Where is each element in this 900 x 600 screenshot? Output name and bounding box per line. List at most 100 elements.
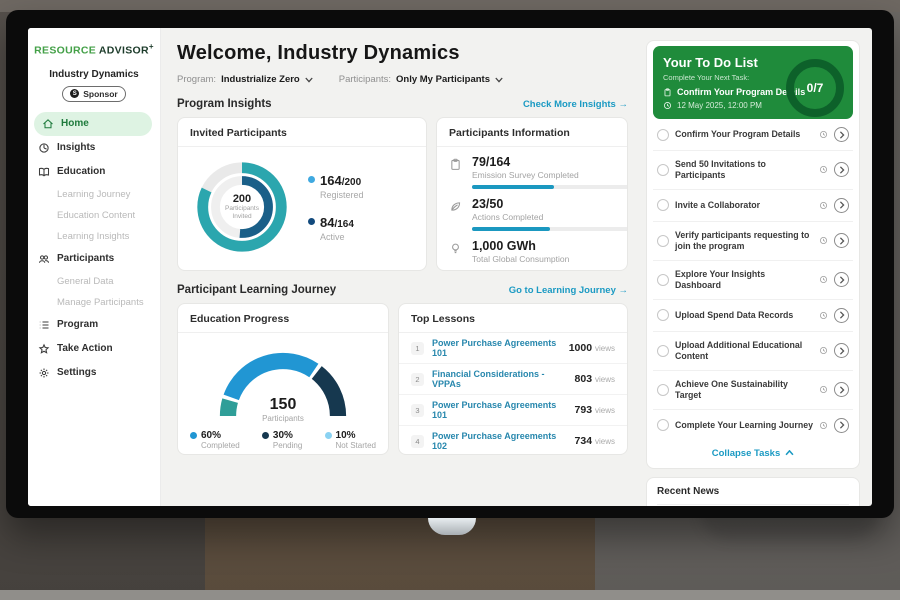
invited-participants-body: 200 Participants Invited 164/200 Registe… xyxy=(178,147,426,267)
task-checkbox[interactable] xyxy=(657,344,669,357)
task-checkbox[interactable] xyxy=(657,128,669,141)
task-row-2[interactable]: Send 50 Invitations to Participants xyxy=(653,151,853,190)
right-column: Your To Do List Complete Your Next Task:… xyxy=(640,28,872,506)
task-checkbox[interactable] xyxy=(657,419,669,432)
metric-value: 1,000 GWh xyxy=(472,239,536,253)
progress-fill xyxy=(472,185,554,189)
task-checkbox[interactable] xyxy=(657,234,669,247)
sidebar-item-education-content[interactable]: Education Content xyxy=(57,209,136,221)
lesson-views-count: 803 xyxy=(574,373,593,385)
lightbulb-icon xyxy=(452,243,459,254)
task-checkbox[interactable] xyxy=(657,163,669,176)
go-to-learning-journey-link[interactable]: Go to Learning Journey → xyxy=(509,285,628,296)
sidebar-item-education[interactable]: Education xyxy=(28,160,160,184)
task-row-8[interactable]: Achieve One Sustainability Target xyxy=(653,371,853,410)
legend-dot xyxy=(308,218,315,225)
program-filter-dropdown[interactable]: Program: Industrialize Zero xyxy=(177,74,313,85)
task-go-button[interactable] xyxy=(834,417,849,433)
task-checkbox[interactable] xyxy=(657,273,669,286)
sidebar-item-learning-insights[interactable]: Learning Insights xyxy=(57,230,130,242)
task-row-3[interactable]: Invite a Collaborator xyxy=(653,190,853,222)
legend-label: Pending xyxy=(272,441,303,450)
task-go-button[interactable] xyxy=(834,343,849,359)
task-checkbox[interactable] xyxy=(657,199,669,212)
link-label: Check More Insights xyxy=(522,98,616,110)
program-filter-value: Industrialize Zero xyxy=(221,74,300,85)
task-go-button[interactable] xyxy=(834,382,849,398)
monitor-stand xyxy=(428,518,476,535)
legend-dot xyxy=(324,432,332,439)
task-checkbox[interactable] xyxy=(657,383,669,396)
sidebar-item-label: Settings xyxy=(57,367,97,378)
task-go-button[interactable] xyxy=(834,127,849,142)
program-insights-header: Program Insights Check More Insights → xyxy=(177,98,628,110)
sidebar-item-general-data[interactable]: General Data xyxy=(57,275,114,287)
sidebar-nav: Home Insights Education Learning Journey… xyxy=(28,111,160,385)
sidebar-item-learning-journey[interactable]: Learning Journey xyxy=(57,188,131,200)
lesson-views-count: 1000 xyxy=(568,342,593,354)
participants-filter-dropdown[interactable]: Participants: Only My Participants xyxy=(339,74,503,85)
task-checkbox[interactable] xyxy=(657,309,669,322)
task-label: Upload Additional Educational Content xyxy=(675,339,803,361)
participants-information-card: Participants Information 79/164 Emission… xyxy=(436,117,628,271)
sidebar-item-manage-participants[interactable]: Manage Participants xyxy=(57,296,144,308)
lesson-views-count: 734 xyxy=(574,435,593,447)
legend-label: Active xyxy=(320,232,345,242)
task-row-9[interactable]: Complete Your Learning Journey xyxy=(653,410,853,441)
task-row-6[interactable]: Upload Spend Data Records xyxy=(653,300,853,332)
sidebar-item-program[interactable]: Program xyxy=(28,313,160,337)
progress-fill xyxy=(472,227,551,231)
chevron-right-icon xyxy=(839,201,845,210)
program-icon xyxy=(39,320,49,329)
sidebar-item-insights[interactable]: Insights xyxy=(28,136,160,160)
sidebar-item-take-action[interactable]: Take Action xyxy=(28,337,160,361)
legend-completed: 60% Completed xyxy=(190,430,240,450)
task-row-1[interactable]: Confirm Your Program Details xyxy=(653,119,853,151)
lesson-title-link[interactable]: Power Purchase Agreements 101 xyxy=(432,338,557,358)
task-row-4[interactable]: Verify participants requesting to join t… xyxy=(653,222,853,261)
sidebar-item-settings[interactable]: Settings xyxy=(28,361,160,385)
sidebar-item-home[interactable]: Home xyxy=(34,111,152,136)
chevron-right-icon xyxy=(839,130,845,139)
sidebar-item-participants[interactable]: Participants xyxy=(28,247,160,271)
org-name: Industry Dynamics xyxy=(49,68,139,80)
task-go-button[interactable] xyxy=(834,197,849,213)
task-go-button[interactable] xyxy=(834,272,849,288)
clock-icon xyxy=(820,421,827,429)
clock-icon xyxy=(820,311,827,319)
collapse-label: Collapse Tasks xyxy=(711,447,781,459)
task-go-button[interactable] xyxy=(834,162,849,178)
lesson-views-count: 793 xyxy=(574,404,593,416)
task-row-5[interactable]: Explore Your Insights Dashboard xyxy=(653,261,853,300)
card-title: Education Progress xyxy=(178,304,388,333)
lesson-rank: 3 xyxy=(411,403,424,417)
lesson-title-link[interactable]: Power Purchase Agreements 102 xyxy=(432,431,557,451)
task-row-7[interactable]: Upload Additional Educational Content xyxy=(653,332,853,371)
sidebar-item-label: Insights xyxy=(57,142,96,153)
lesson-row-1[interactable]: 1 Power Purchase Agreements 101 1000 vie… xyxy=(399,333,627,364)
participants-filter-value: Only My Participants xyxy=(396,74,490,85)
app-logo: RESOURCE ADVISOR+ xyxy=(28,42,160,57)
legend-dot xyxy=(190,432,197,439)
lesson-row-4[interactable]: 4 Power Purchase Agreements 102 734 view… xyxy=(399,426,627,454)
sidebar-item-label: Home xyxy=(61,118,89,129)
lesson-row-3[interactable]: 3 Power Purchase Agreements 101 793 view… xyxy=(399,395,627,426)
education-gauge-chart: 150 Participants xyxy=(208,337,358,425)
learning-journey-title: Participant Learning Journey xyxy=(177,284,337,296)
lesson-row-2[interactable]: 2 Financial Considerations - VPPAs 803 v… xyxy=(399,364,627,395)
legend-value: 10% xyxy=(335,430,356,441)
donut-center-value: 200 xyxy=(232,192,252,205)
task-go-button[interactable] xyxy=(834,307,849,323)
lesson-title-link[interactable]: Financial Considerations - VPPAs xyxy=(432,369,545,389)
donut-center-caption: Participants Invited xyxy=(225,204,259,220)
dashboard-screen: RESOURCE ADVISOR+ Industry Dynamics S Sp… xyxy=(28,28,872,506)
todo-panel: Your To Do List Complete Your Next Task:… xyxy=(646,40,860,469)
lesson-views-suffix: views xyxy=(594,344,615,353)
task-go-button[interactable] xyxy=(834,233,849,249)
lesson-title-link[interactable]: Power Purchase Agreements 101 xyxy=(432,400,557,420)
collapse-tasks-link[interactable]: Collapse Tasks xyxy=(653,441,853,464)
legend-label: Registered xyxy=(320,190,364,200)
check-more-insights-link[interactable]: Check More Insights → xyxy=(523,99,628,110)
chevron-right-icon xyxy=(839,237,845,245)
